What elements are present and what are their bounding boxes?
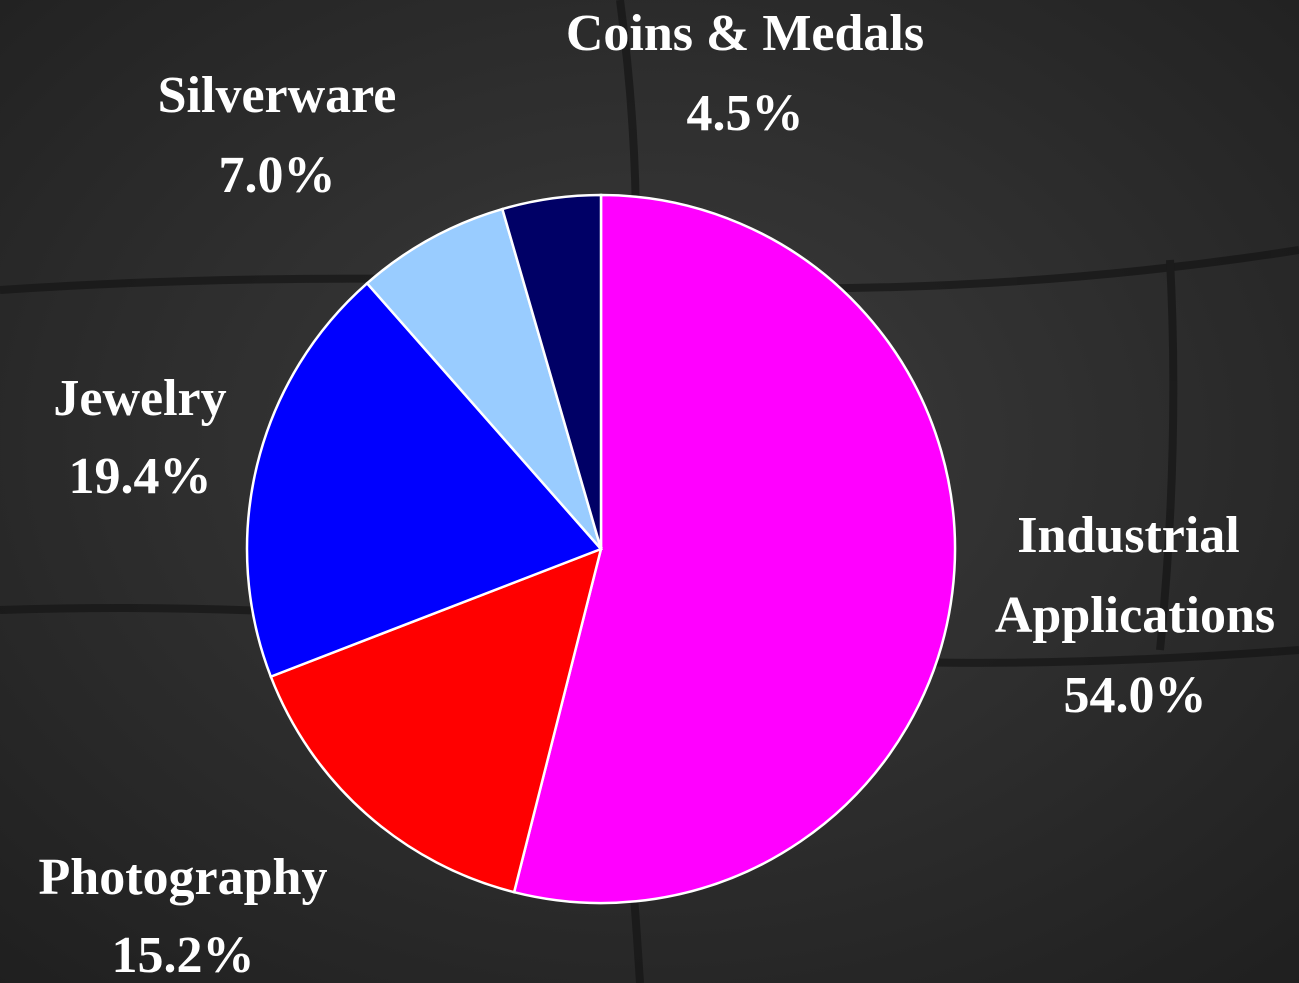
category-label: Jewelry [53, 370, 226, 427]
category-label: Coins & Medals [566, 5, 924, 62]
label-line: Applications [995, 587, 1275, 644]
category-label: Photography [39, 849, 328, 906]
value-label: 7.0% [219, 147, 336, 204]
value-label: 19.4% [69, 448, 212, 505]
chart: Industrial Applications 54.0% Photography 1… [0, 0, 1299, 983]
category-label: Silverware [158, 67, 397, 124]
value-label: 4.5% [687, 85, 804, 142]
label-line: Industrial [1017, 507, 1253, 564]
value-label: 15.2% [112, 927, 255, 983]
value-label: 54.0% [1064, 667, 1207, 724]
